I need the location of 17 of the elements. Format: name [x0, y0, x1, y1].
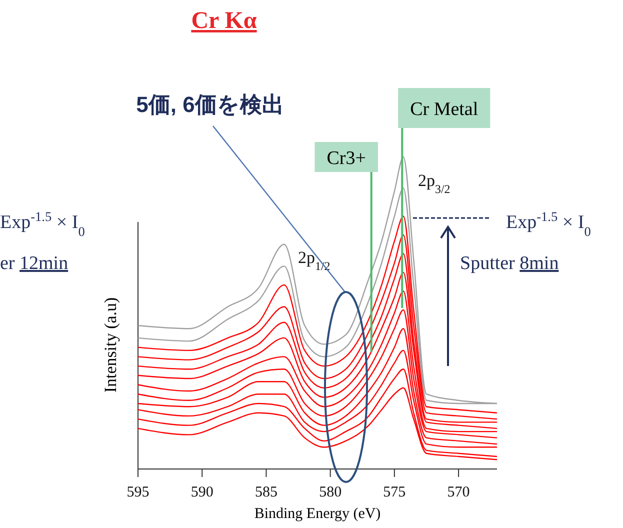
x-tick-label: 580 [319, 484, 342, 500]
text: er 12min [0, 253, 69, 274]
x-tick-label: 585 [254, 484, 278, 500]
text: 5価, 6価を検出 [136, 92, 284, 117]
text: Exp$^{-1.5}$ × I$_{0}$ [506, 208, 592, 238]
y-axis-title: Intensity (a.u) [101, 297, 120, 393]
ref-line-label: Cr3+ [326, 148, 366, 169]
x-tick-label: 595 [126, 484, 150, 500]
ref-line-label: Cr Metal [410, 99, 478, 120]
x-axis-title: Binding Energy (eV) [254, 506, 381, 522]
x-tick-label: 570 [447, 484, 470, 500]
x-tick-label: 575 [383, 484, 406, 500]
annotation: Sputter 8min [460, 253, 560, 274]
x-tick-label: 590 [190, 484, 214, 500]
text: Exp$^{-1.5}$ × I$_{0}$ [0, 208, 86, 238]
chart-title: Cr Kα [191, 8, 258, 34]
annotation: 2p$_{3/2}$ [418, 171, 450, 196]
